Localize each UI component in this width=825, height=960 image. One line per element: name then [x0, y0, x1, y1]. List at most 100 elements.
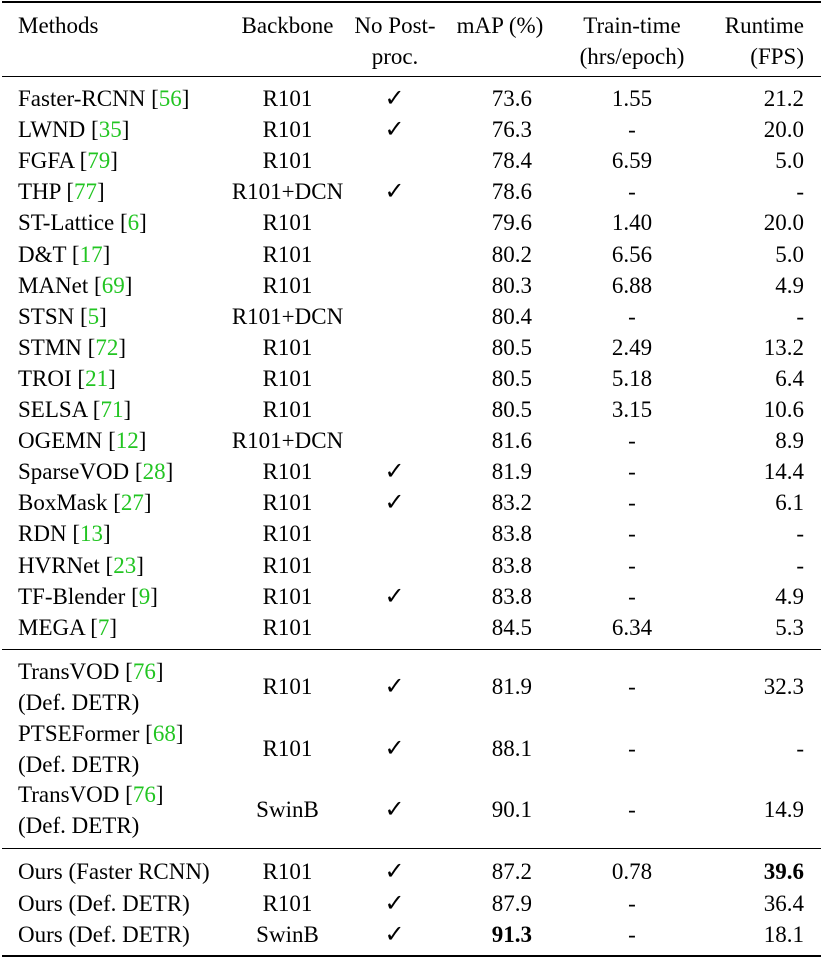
check-mark: ✓	[384, 488, 405, 517]
map-cell: 83.8	[491, 552, 532, 578]
check-mark: ✓	[384, 857, 405, 885]
runtime-cell: -	[796, 521, 804, 547]
runtime-cell: 39.6	[763, 859, 804, 884]
check-mark: ✓	[384, 457, 405, 486]
backbone-cell: R101	[262, 583, 313, 609]
backbone-cell: R101	[262, 117, 313, 143]
runtime-cell: 36.4	[763, 890, 804, 916]
method-name: OGEMN [12]	[18, 428, 147, 454]
runtime-cell: 21.2	[763, 86, 804, 111]
runtime-cell: 5.0	[775, 241, 804, 267]
citation-link[interactable]: 28	[142, 459, 166, 485]
runtime-cell: -	[796, 735, 804, 761]
method-label: FGFA	[18, 148, 74, 174]
runtime-cell: 18.1	[763, 922, 804, 947]
method-label: THP	[18, 179, 61, 205]
map-cell: 83.2	[491, 490, 532, 516]
runtime-cell: 13.2	[763, 334, 804, 360]
runtime-cell: 4.9	[775, 272, 804, 298]
train-time-cell: 6.88	[611, 272, 653, 298]
group2-rule	[2, 848, 821, 849]
backbone-cell: R101	[262, 552, 313, 578]
citation-link[interactable]: 76	[132, 782, 156, 807]
citation-link[interactable]: 76	[132, 659, 156, 684]
method-label: TROI	[18, 365, 72, 391]
method-label: Ours (Faster RCNN)	[18, 859, 210, 884]
method-name: HVRNet [23]	[18, 552, 144, 578]
check-mark: ✓	[384, 581, 405, 610]
backbone-cell: R101	[262, 674, 313, 699]
citation-link[interactable]: 21	[85, 365, 109, 391]
method-label: ST-Lattice	[18, 210, 115, 236]
map-cell: 83.8	[491, 521, 532, 547]
backbone-cell: SwinB	[256, 922, 319, 947]
method-name: TransVOD [76]	[18, 659, 164, 684]
citation-link[interactable]: 13	[79, 521, 103, 547]
header-hrs-epoch: (hrs/epoch)	[579, 44, 685, 69]
backbone-cell: R101	[262, 459, 313, 485]
map-cell: 90.1	[491, 797, 532, 822]
citation-link[interactable]: 71	[100, 397, 124, 422]
map-cell: 80.4	[491, 303, 532, 329]
map-cell: 87.9	[491, 890, 532, 916]
backbone-cell: R101	[262, 859, 313, 884]
method-label: Faster-RCNN	[18, 86, 146, 111]
method-name: Ours (Faster RCNN)	[18, 856, 210, 887]
backbone-cell: R101	[262, 397, 313, 422]
method-subtitle: (Def. DETR)	[18, 813, 140, 838]
citation-link[interactable]: 68	[152, 720, 176, 746]
method-label: OGEMN	[18, 428, 103, 454]
citation-link[interactable]: 12	[115, 428, 139, 454]
citation-link[interactable]: 23	[113, 552, 137, 578]
backbone-cell: R101	[262, 210, 313, 236]
header-map: mAP (%)	[456, 13, 544, 38]
method-name: Ours (Def. DETR)	[18, 919, 190, 950]
method-name: STSN [5]	[18, 303, 107, 329]
backbone-cell: R101	[262, 334, 313, 360]
backbone-cell: R101+DCN	[231, 179, 344, 205]
map-cell: 79.6	[491, 210, 532, 236]
header-methods: Methods	[18, 13, 99, 38]
map-cell: 88.1	[491, 735, 532, 761]
citation-link[interactable]: 17	[79, 241, 103, 267]
train-time-cell: -	[628, 459, 636, 485]
method-label: TransVOD	[18, 659, 120, 684]
method-label: D&T	[18, 241, 67, 267]
top-rule	[2, 1, 821, 3]
citation-link[interactable]: 9	[138, 583, 151, 609]
check-mark: ✓	[384, 115, 405, 144]
runtime-cell: 5.3	[775, 614, 804, 640]
map-cell: 76.3	[491, 117, 532, 143]
method-name: STMN [72]	[18, 334, 126, 360]
citation-link[interactable]: 72	[95, 334, 119, 360]
train-time-cell: -	[628, 428, 636, 454]
method-name: ST-Lattice [6]	[18, 210, 147, 236]
method-name: BoxMask [27]	[18, 490, 152, 516]
train-time-cell: 1.40	[611, 210, 653, 236]
map-cell: 78.4	[491, 148, 532, 174]
check-mark: ✓	[384, 920, 405, 948]
citation-link[interactable]: 35	[98, 117, 122, 143]
citation-link[interactable]: 79	[87, 148, 111, 174]
citation-link[interactable]: 5	[87, 303, 100, 329]
method-label: SparseVOD	[18, 459, 130, 485]
citation-link[interactable]: 69	[101, 272, 125, 298]
train-time-cell: 5.18	[611, 365, 653, 391]
method-label: STMN	[18, 334, 82, 360]
citation-link[interactable]: 27	[120, 490, 144, 516]
citation-link[interactable]: 56	[158, 86, 182, 111]
header-rule	[2, 76, 821, 77]
citation-link[interactable]: 77	[74, 179, 98, 205]
method-name: SELSA [71]	[18, 397, 132, 422]
citation-link[interactable]: 6	[127, 210, 140, 236]
check-mark: ✓	[384, 177, 405, 206]
backbone-cell: SwinB	[256, 797, 319, 822]
method-name: TransVOD [76]	[18, 782, 164, 807]
map-cell: 91.3	[491, 922, 532, 947]
citation-link[interactable]: 7	[97, 614, 110, 640]
header-proc: proc.	[371, 44, 419, 69]
method-label: TF-Blender	[18, 583, 126, 609]
runtime-cell: 14.4	[763, 459, 804, 485]
train-time-cell: 0.78	[611, 859, 653, 884]
header-fps: (FPS)	[750, 44, 804, 69]
